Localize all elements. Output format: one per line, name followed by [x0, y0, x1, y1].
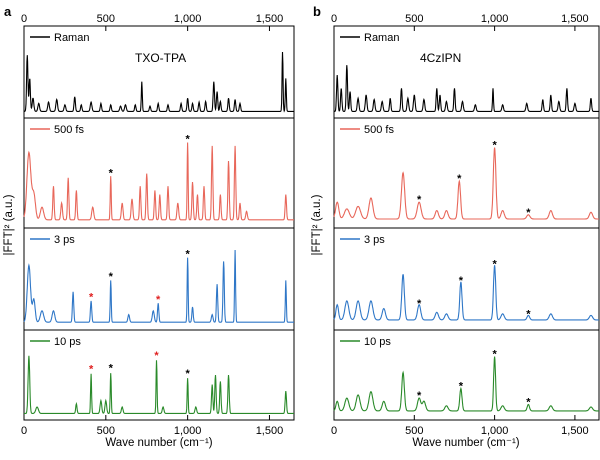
panel-a-top-tick-label: 1,500 — [256, 13, 284, 25]
panel-a-traces: Raman 500 fs * * 3 ps * * * * 10 ps * * * * — [23, 32, 294, 415]
peak-star-marker: * — [154, 350, 159, 362]
panel-b-frame — [333, 25, 600, 421]
legend-label: 3 ps — [54, 234, 75, 246]
panel-a-top-tick-label: 1,000 — [174, 13, 202, 25]
panel-b-ylabel: |FFT|² (a.u.) — [311, 194, 323, 255]
peak-star-marker: * — [526, 397, 531, 409]
peak-star-marker: * — [459, 275, 464, 287]
panel-a-bottom-tick-label: 500 — [97, 425, 115, 437]
peak-star-marker: * — [185, 248, 190, 260]
peak-star-marker: * — [457, 173, 462, 185]
panel-b-top-tick-label: 0 — [331, 13, 337, 25]
peak-star-marker: * — [459, 381, 464, 393]
peak-star-marker: * — [185, 368, 190, 380]
series-line-b-1 — [333, 147, 599, 220]
panel-a-letter: a — [4, 4, 12, 19]
peak-star-marker: * — [417, 298, 422, 310]
panel-b-letter: b — [313, 4, 321, 19]
peak-star-marker: * — [492, 140, 497, 152]
legend-label: 500 fs — [364, 124, 394, 136]
series-line-b-0 — [334, 65, 599, 112]
series-line-a-0 — [24, 51, 294, 113]
panel-a-xlabel: Wave number (cm⁻¹) — [105, 437, 212, 449]
panel-a-bottom-ticks: 0 500 1,000 1,500 — [21, 415, 283, 437]
peak-star-marker: * — [185, 134, 190, 146]
series-line-b-3 — [333, 356, 599, 412]
peak-star-marker: * — [89, 363, 94, 375]
panel-a-bottom-tick-label: 0 — [21, 425, 27, 437]
panel-a-bottom-tick-label: 1,000 — [174, 425, 202, 437]
panel-a-top-ticks: 0 500 1,000 1,500 — [21, 13, 283, 31]
legend-label: 500 fs — [54, 124, 84, 136]
panel-b: b |FFT|² (a.u.) Wave number (cm⁻¹) 4CzIP… — [311, 4, 600, 449]
panel-b-top-tick-label: 1,500 — [561, 13, 589, 25]
panel-a-bottom-tick-label: 1,500 — [256, 425, 284, 437]
peak-star-marker: * — [492, 258, 497, 270]
panel-a-top-tick-label: 0 — [21, 13, 27, 25]
peak-star-marker: * — [109, 167, 114, 179]
peak-star-marker: * — [109, 363, 114, 375]
panel-b-bottom-tick-label: 1,000 — [481, 425, 509, 437]
peak-star-marker: * — [417, 390, 422, 402]
legend-label: 10 ps — [54, 336, 81, 348]
panel-b-bottom-tick-label: 1,500 — [561, 425, 589, 437]
peak-star-marker: * — [492, 349, 497, 361]
panel-a-top-tick-label: 500 — [97, 13, 115, 25]
panel-b-bottom-tick-label: 0 — [331, 425, 337, 437]
panel-a-sample-label: TXO-TPA — [135, 51, 186, 65]
panel-a: a |FFT|² (a.u.) Wave number (cm⁻¹) TXO-T… — [3, 4, 295, 449]
legend-label: Raman — [54, 32, 89, 44]
peak-star-marker: * — [89, 292, 94, 304]
panel-a-ylabel: |FFT|² (a.u.) — [3, 194, 15, 255]
peak-star-marker: * — [417, 194, 422, 206]
panel-b-xlabel: Wave number (cm⁻¹) — [412, 437, 519, 449]
panel-b-top-ticks: 0 500 1,000 1,500 — [331, 13, 589, 31]
peak-star-marker: * — [526, 207, 531, 219]
legend-label: Raman — [364, 32, 399, 44]
panel-b-top-tick-label: 1,000 — [481, 13, 509, 25]
peak-star-marker: * — [526, 308, 531, 320]
series-line-a-3 — [24, 355, 294, 415]
panel-b-bottom-ticks: 0 500 1,000 1,500 — [331, 415, 589, 437]
series-line-b-2 — [333, 265, 599, 321]
peak-star-marker: * — [156, 294, 161, 306]
panel-b-top-tick-label: 500 — [405, 13, 423, 25]
panel-b-bottom-tick-label: 500 — [405, 425, 423, 437]
series-line-a-1 — [23, 142, 294, 221]
peak-star-marker: * — [109, 271, 114, 283]
legend-label: 10 ps — [364, 336, 391, 348]
panel-a-frame — [23, 25, 295, 421]
panel-b-traces: Raman 500 fs * * * * 3 ps * * * * 10 ps * * * * — [333, 32, 599, 412]
legend-label: 3 ps — [364, 234, 385, 246]
panel-b-sample-label: 4CzIPN — [420, 51, 461, 65]
series-line-a-2 — [23, 249, 294, 323]
